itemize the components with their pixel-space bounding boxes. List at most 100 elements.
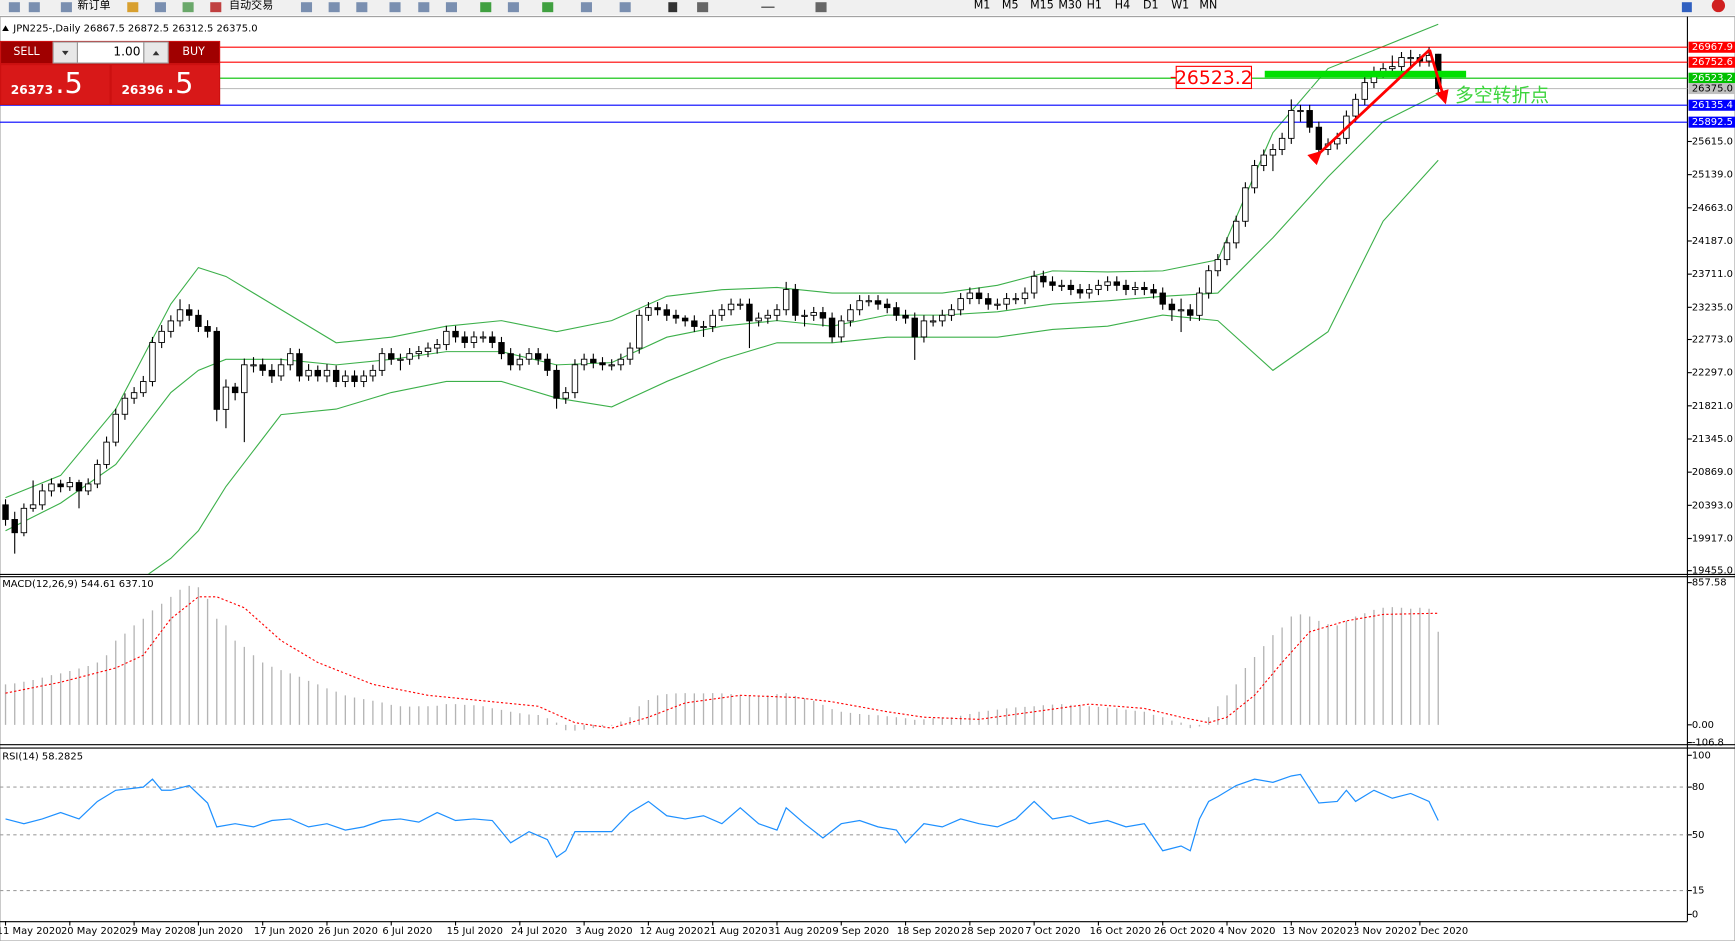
buy-label[interactable]: BUY (182, 45, 205, 58)
macd-title: MACD(12,26,9) 544.61 637.10 (2, 579, 153, 590)
candle-body (590, 358, 597, 364)
candle-body (11, 519, 18, 534)
candle-body (103, 441, 110, 465)
timeframe-button[interactable]: M15 (1030, 0, 1054, 12)
candle-body (351, 375, 358, 382)
candle-body (663, 309, 670, 316)
candle-body (140, 381, 147, 394)
price-level-tag (1688, 56, 1735, 68)
x-tick-label: 26 Oct 2020 (1154, 926, 1215, 937)
timeframe-button[interactable]: MN (1199, 0, 1217, 12)
toolbar-button[interactable]: 新订单 (77, 0, 110, 12)
candle-body (222, 386, 230, 410)
lot-value[interactable]: 1.00 (113, 44, 140, 58)
candle-body (94, 463, 101, 485)
candle-body (296, 353, 303, 377)
candle-body (149, 342, 156, 382)
annotation-text: 26523.2 (1175, 68, 1253, 89)
collapse-icon (2, 25, 9, 31)
candle-body (1040, 275, 1047, 283)
buy-price-box[interactable] (111, 65, 220, 104)
band-upper (5, 23, 1439, 499)
candle-body (1407, 57, 1414, 60)
sell-price-box[interactable] (1, 65, 110, 104)
candle-body (966, 292, 974, 300)
red-arrow (1428, 49, 1449, 105)
x-tick-label: 2 Dec 2020 (1411, 926, 1468, 937)
candle-body (443, 330, 450, 346)
candle-body (1021, 292, 1029, 300)
y-tick-label: 80 (1692, 782, 1705, 793)
candle-body (1196, 292, 1203, 316)
timeframe-button[interactable]: H4 (1115, 0, 1130, 12)
price-plot (0, 23, 1688, 574)
candle-body (700, 326, 707, 329)
candle-body (507, 353, 514, 366)
price-level-tag (1688, 116, 1735, 128)
y-tick-label: 19917.0 (1692, 533, 1733, 544)
candle-body (470, 336, 478, 343)
price-level-label: 26135.4 (1692, 100, 1733, 111)
candle-body (1205, 270, 1212, 294)
y-tick-label: 22773.0 (1692, 335, 1733, 346)
candle-body (516, 358, 524, 366)
sell-button[interactable] (1, 42, 53, 64)
candle-body (388, 353, 395, 360)
candle-body (1058, 284, 1065, 287)
candle-body (1086, 289, 1093, 294)
timeframe-button[interactable]: H1 (1087, 0, 1102, 12)
candle-body (617, 358, 625, 366)
timeframe-button[interactable]: W1 (1171, 0, 1189, 12)
timeframe-button[interactable]: M1 (974, 0, 991, 12)
candle-body (1012, 298, 1019, 301)
candle-body (810, 312, 817, 316)
x-tick-label: 16 Oct 2020 (1090, 926, 1151, 937)
timeframe-button[interactable]: M30 (1058, 0, 1082, 12)
candle-body (1297, 110, 1304, 113)
timeframe-button[interactable]: M5 (1002, 0, 1019, 12)
buy-button[interactable] (169, 42, 220, 64)
candle-body (489, 336, 496, 343)
sell-label[interactable]: SELL (13, 45, 40, 58)
candle-body (84, 483, 92, 492)
toolbar-icons (8, 0, 1726, 13)
y-tick-label: -106.8 (1692, 738, 1724, 749)
candle-body (1168, 303, 1176, 311)
candle-body (865, 300, 873, 303)
candle-body (801, 314, 808, 317)
candle-body (773, 309, 781, 316)
x-tick-label: 18 Sep 2020 (897, 926, 960, 937)
annotation-box (1175, 65, 1253, 90)
candle-body (1003, 298, 1010, 305)
candle-body (461, 336, 468, 343)
candle-body (158, 330, 165, 343)
candle-body (1278, 137, 1286, 150)
y-tick-label: 23235.0 (1692, 302, 1733, 313)
candle-body (323, 369, 331, 377)
candle-body (746, 303, 753, 322)
timeframe-button[interactable]: D1 (1143, 0, 1159, 12)
candle-body (709, 314, 716, 327)
candle-body (314, 369, 321, 377)
candle-body (305, 369, 312, 377)
price-level-label: 26375.0 (1692, 84, 1733, 95)
candle-body (2, 504, 9, 520)
candle-body (939, 314, 946, 322)
price-level-label: 26523.2 (1692, 73, 1733, 84)
candle-body (929, 320, 937, 323)
candle-body (727, 303, 735, 311)
candle-body (1067, 284, 1075, 290)
candle-body (48, 483, 55, 492)
candle-body (397, 358, 404, 361)
candle-body (1131, 287, 1139, 290)
candle-body (424, 347, 432, 352)
candle-body (691, 320, 698, 327)
toolbar-button[interactable]: 自动交易 (229, 0, 273, 12)
candle-body (29, 504, 37, 509)
candle-body (1269, 149, 1277, 156)
macd-signal (5, 596, 1439, 729)
x-tick-label: 3 Aug 2020 (575, 926, 632, 937)
candle-body (893, 307, 900, 316)
y-tick-label: 24663.0 (1692, 203, 1733, 214)
price-level-label: 25892.5 (1692, 117, 1733, 128)
